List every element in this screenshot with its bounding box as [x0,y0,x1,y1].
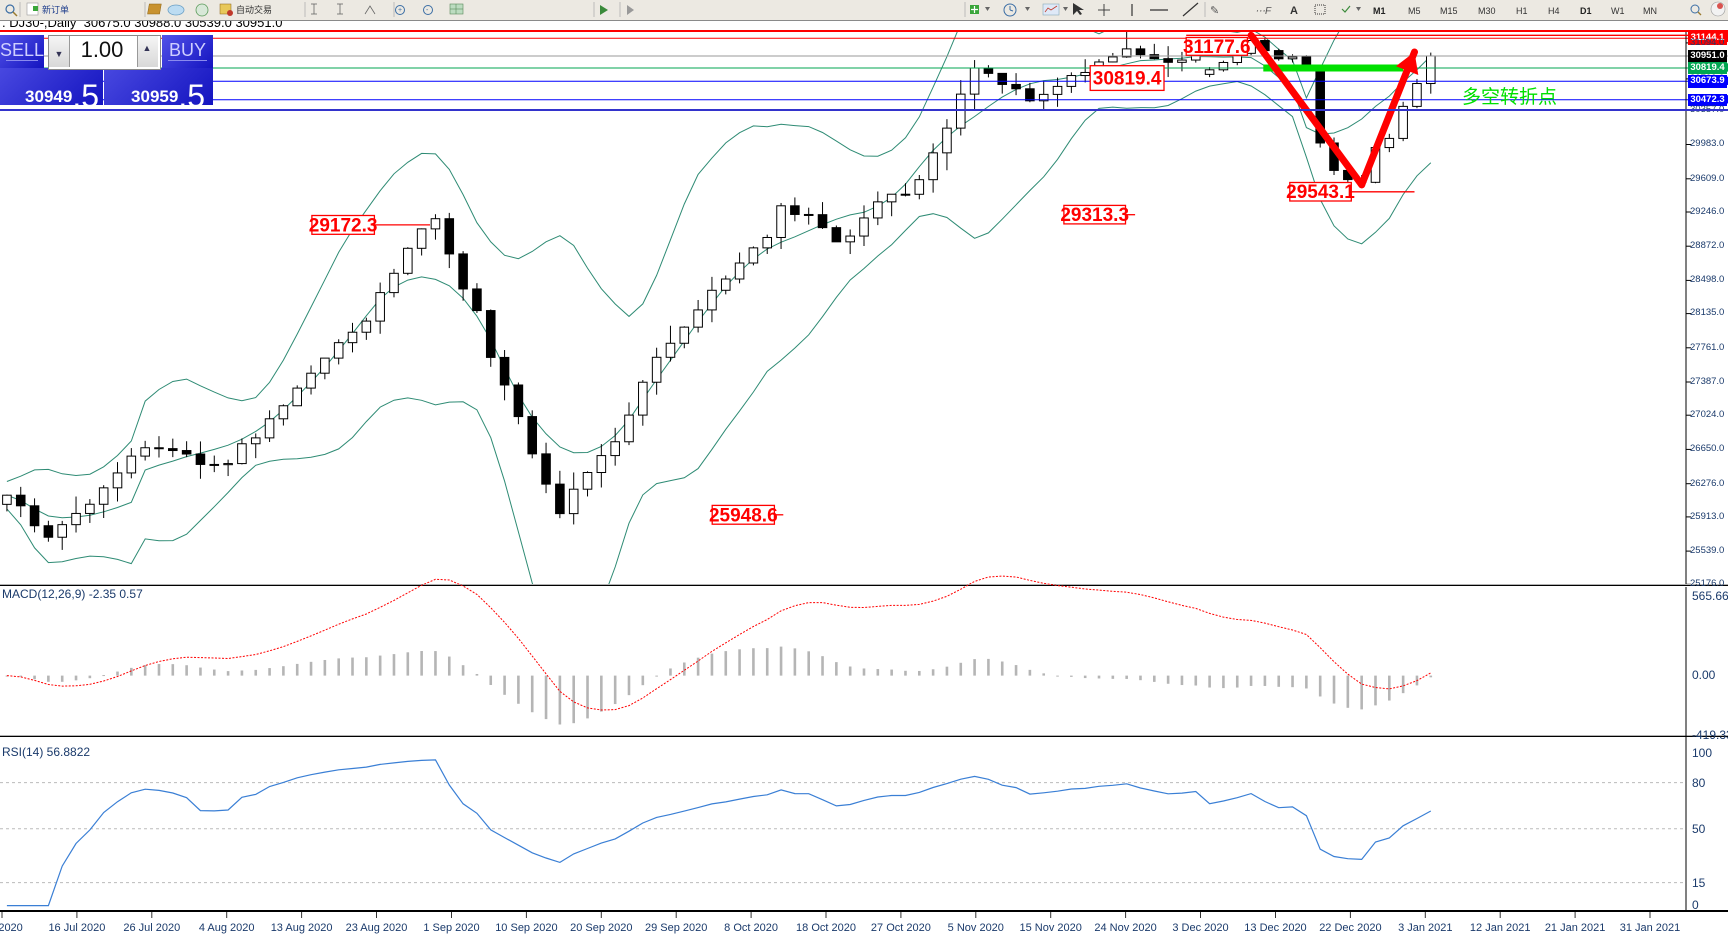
svg-text:-419.33: -419.33 [1692,728,1728,742]
svg-text:-: - [426,7,429,14]
svg-text:15: 15 [1692,876,1706,890]
svg-text:M1: M1 [1373,6,1386,16]
svg-text:100: 100 [1692,746,1712,760]
svg-text:M5: M5 [1408,6,1421,16]
svg-text:0: 0 [1692,898,1699,912]
svg-text:D1: D1 [1580,6,1592,16]
svg-text:+: + [398,7,402,14]
svg-text:M30: M30 [1478,6,1496,16]
svg-text:H1: H1 [1516,6,1528,16]
svg-text:RSI(14) 56.8822: RSI(14) 56.8822 [2,745,90,759]
svg-text:M15: M15 [1440,6,1458,16]
svg-text:A: A [1290,5,1298,17]
svg-text:自动交易: 自动交易 [236,4,272,15]
svg-text:H4: H4 [1548,6,1560,16]
svg-text:MN: MN [1643,6,1657,16]
svg-text:565.66: 565.66 [1692,589,1728,603]
svg-text:MACD(12,26,9) -2.35 0.57: MACD(12,26,9) -2.35 0.57 [2,587,143,601]
svg-text:0.00: 0.00 [1692,668,1716,682]
svg-text:⋯F: ⋯F [1255,6,1272,17]
svg-text:50: 50 [1692,822,1706,836]
svg-text:✎: ✎ [1210,5,1219,17]
svg-text:新订单: 新订单 [42,4,69,15]
svg-text:W1: W1 [1611,6,1625,16]
svg-text:80: 80 [1692,776,1706,790]
